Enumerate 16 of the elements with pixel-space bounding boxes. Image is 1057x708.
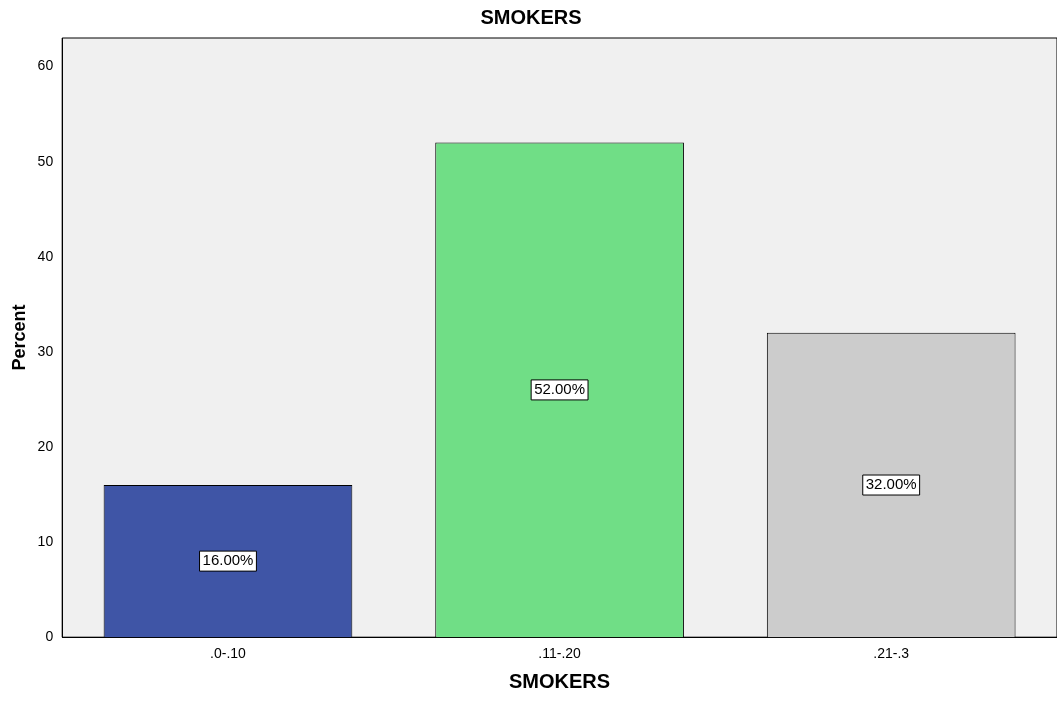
x-tick-label: .0-.10 <box>210 645 247 662</box>
x-axis-title: SMOKERS <box>509 669 611 692</box>
y-tick-label: 40 <box>37 247 54 264</box>
data-label: 16.00% <box>202 551 254 569</box>
y-tick-label: 50 <box>37 152 54 169</box>
data-label: 32.00% <box>865 475 917 493</box>
y-tick-label: 10 <box>37 532 54 549</box>
data-label: 52.00% <box>534 380 586 398</box>
y-tick-label: 30 <box>37 342 54 359</box>
y-tick-label: 60 <box>37 57 54 74</box>
y-tick-label: 0 <box>45 628 54 645</box>
chart-title: SMOKERS <box>480 5 582 28</box>
x-tick-label: .11-.20 <box>538 645 582 662</box>
x-tick-label: .21-.3 <box>873 645 910 662</box>
y-tick-label: 20 <box>37 437 54 454</box>
y-axis-title: Percent <box>8 304 29 371</box>
